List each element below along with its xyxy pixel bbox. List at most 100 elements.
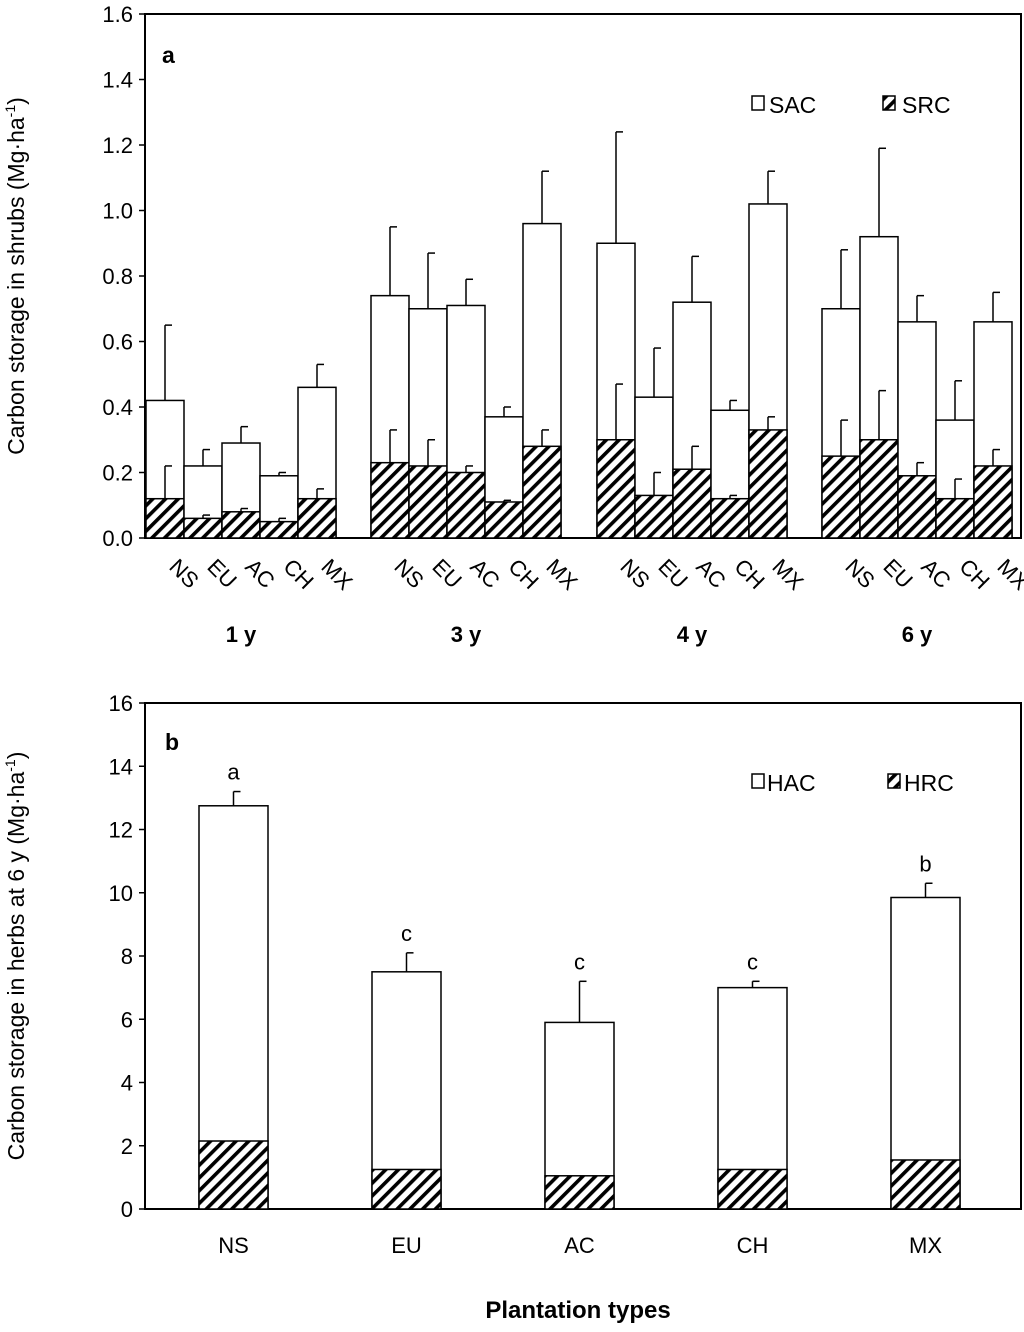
panel-b-y-tick-label: 16 <box>109 691 133 716</box>
panel-b-y-tick-label: 12 <box>109 818 133 843</box>
panel-b-y-axis: 0 2 4 6 8 10 12 14 16 <box>109 691 145 1222</box>
panel-b-label: b <box>165 729 179 755</box>
panel-a-x-tick-label: EU <box>427 554 466 593</box>
panel-a-bar-4y-ch-src <box>710 497 750 539</box>
panel-a-bar-1y-ch-src <box>259 520 299 539</box>
panel-a-x-tick-label: NS <box>615 554 654 593</box>
panel-a-legend: SAC SRC <box>751 92 951 118</box>
panel-b-x-axis-title: Plantation types <box>485 1297 670 1324</box>
panel-a-x-tick-label: NS <box>389 554 428 593</box>
panel-a-x-tick-label: NS <box>840 554 879 593</box>
panel-b-bar-ac-hrc <box>544 1175 615 1210</box>
legend-label-hac: HAC <box>767 770 816 796</box>
panel-a-x-tick-label: MX <box>767 554 808 595</box>
panel-b-x-tick-label: NS <box>218 1233 249 1258</box>
panel-a-x-tick-label: EU <box>878 554 917 593</box>
panel-b-x-tick-label: MX <box>909 1233 942 1258</box>
panel-b-x-tick-label: EU <box>391 1233 422 1258</box>
panel-a-bar-3y-mx-src <box>522 445 562 539</box>
panel-a-x-tick-label: AC <box>465 554 504 593</box>
panel-a-bar-4y-ac-src <box>672 468 712 539</box>
panel-a-x-tick-label: AC <box>916 554 955 593</box>
panel-b-y-tick-label: 8 <box>121 944 133 969</box>
panel-a-x-tick-label: NS <box>164 554 203 593</box>
panel-b-y-tick-label: 2 <box>121 1134 133 1159</box>
panel-a-bar-1y-ac-src <box>221 511 261 539</box>
panel-b-bar-ns-hrc <box>198 1140 269 1210</box>
panel-a-y-tick-label: 1.4 <box>102 68 133 93</box>
panel-a-y-tick-label: 1.6 <box>102 2 133 27</box>
panel-b-bars: a c c c b <box>198 760 961 1210</box>
panel-b-bar-ch-hrc <box>717 1168 788 1210</box>
panel-a-y-tick-label: 0.6 <box>102 330 133 355</box>
panel-a-y-tick-label: 0.2 <box>102 461 133 486</box>
panel-a-bar-6y-ch-src <box>935 497 975 539</box>
panel-a-y-tick-label: 0.0 <box>102 526 133 551</box>
panel-b-bar-ch-significance-letter: c <box>747 949 758 974</box>
panel-a-bar-1y-eu-src <box>183 517 223 539</box>
panel-a-y-tick-label: 1.2 <box>102 133 133 158</box>
panel-a-bar-3y-ch-src <box>484 501 524 539</box>
legend-swatch-sac <box>751 95 765 111</box>
panel-b-herbs-chart: b 0 2 4 6 8 10 12 14 16 Carbon storage in herbs … <box>2 691 1022 1324</box>
panel-a-bar-6y-ns-src <box>821 455 861 539</box>
panel-a-x-tick-label: MX <box>541 554 582 595</box>
panel-b-y-axis-title: Carbon storage in herbs at 6 y (Mg·ha-1) <box>2 752 29 1161</box>
panel-a-y-tick-label: 0.4 <box>102 395 133 420</box>
panel-a-x-tick-label: AC <box>240 554 279 593</box>
panel-a-label: a <box>162 42 175 68</box>
panel-a-y-axis-title: Carbon storage in shrubs (Mg·ha-1) <box>2 97 29 455</box>
legend-label-sac: SAC <box>769 92 816 118</box>
panel-b-y-tick-label: 6 <box>121 1007 133 1032</box>
panel-a-bar-3y-ns-src <box>370 461 410 539</box>
panel-b-y-tick-label: 0 <box>121 1197 133 1222</box>
panel-b-legend: HAC HRC <box>751 770 954 796</box>
panel-a-x-tick-label: EU <box>653 554 692 593</box>
legend-swatch-src <box>882 95 896 111</box>
panel-a-group-label: 1 y <box>226 622 257 647</box>
panel-a-bars <box>145 131 1013 539</box>
panel-a-group-labels: 1 y 3 y 4 y 6 y <box>226 622 933 647</box>
panel-a-bar-4y-eu-src <box>634 494 674 539</box>
panel-a-x-tick-label: CH <box>729 554 769 594</box>
panel-a-group-label: 6 y <box>902 622 933 647</box>
panel-b-x-tick-label: AC <box>564 1233 595 1258</box>
panel-b-bar-eu-significance-letter: c <box>401 921 412 946</box>
panel-a-x-tick-label: CH <box>278 554 318 594</box>
panel-a-bar-6y-eu-src <box>859 439 899 539</box>
panel-b-x-tick-labels: NS EU AC CH MX <box>218 1233 942 1258</box>
panel-a-bar-4y-ns-src <box>596 439 636 539</box>
panel-b-bar-ac-significance-letter: c <box>574 949 585 974</box>
panel-a-y-tick-label: 0.8 <box>102 264 133 289</box>
panel-a-x-tick-label: MX <box>316 554 357 595</box>
panel-a-bar-6y-mx-src <box>973 465 1013 539</box>
legend-swatch-hac <box>751 773 765 789</box>
panel-b-y-tick-label: 14 <box>109 754 133 779</box>
panel-a-x-tick-label: CH <box>503 554 543 594</box>
legend-swatch-hrc <box>887 773 901 789</box>
panel-a-x-tick-label: AC <box>691 554 730 593</box>
panel-b-x-tick-label: CH <box>737 1233 769 1258</box>
panel-b-bar-ns-significance-letter: a <box>227 760 240 785</box>
legend-label-src: SRC <box>902 92 951 118</box>
panel-b-bar-mx-hrc <box>890 1159 961 1210</box>
panel-a-shrubs-chart: a 0.0 0.2 0.4 0.6 0.8 1.0 1.2 1.4 1.6 Carbon sto… <box>2 2 1024 647</box>
panel-a-bar-6y-ac-src <box>897 475 937 539</box>
legend-label-hrc: HRC <box>904 770 954 796</box>
panel-a-y-tick-label: 1.0 <box>102 199 133 224</box>
panel-b-bar-mx-significance-letter: b <box>919 851 931 876</box>
panel-a-bar-1y-mx-src <box>297 497 337 539</box>
panel-a-bar-4y-mx-src <box>748 429 788 539</box>
panel-b-bar-eu-hrc <box>371 1168 442 1210</box>
panel-a-x-tick-label: MX <box>992 554 1024 595</box>
panel-a-group-label: 3 y <box>451 622 482 647</box>
panel-a-bar-3y-eu-src <box>408 465 448 539</box>
panel-a-bar-1y-ns-src <box>145 497 185 539</box>
panel-a-y-axis: 0.0 0.2 0.4 0.6 0.8 1.0 1.2 1.4 1.6 <box>102 2 145 551</box>
panel-a-bar-3y-ac-src <box>446 471 486 539</box>
panel-b-bar-mx-hac <box>890 896 961 1210</box>
panel-b-y-tick-label: 10 <box>109 881 133 906</box>
panel-a-x-tick-label: CH <box>954 554 994 594</box>
